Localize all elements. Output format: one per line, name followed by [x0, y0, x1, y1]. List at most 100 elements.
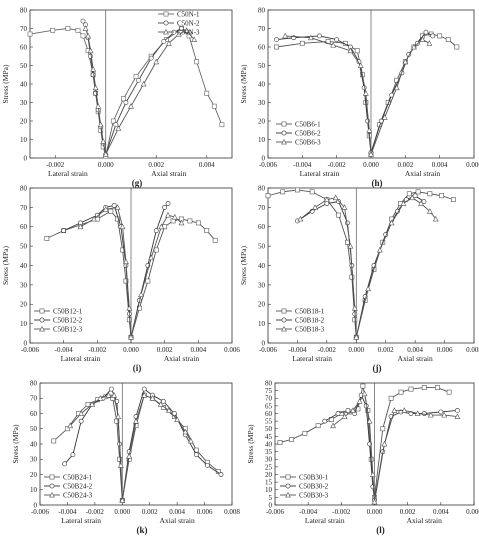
x-axis-label-axial: Axial strain	[164, 354, 199, 363]
data-point	[407, 192, 411, 196]
legend-label: C50B24-2	[63, 483, 93, 491]
y-tick-label: 80	[258, 184, 266, 192]
data-point	[154, 248, 158, 252]
data-point	[161, 399, 165, 403]
y-tick-label: 40	[30, 440, 38, 448]
data-point	[98, 122, 103, 127]
legend-marker	[282, 318, 286, 322]
x-tick-label: 0.004	[199, 161, 215, 169]
x-tick-label: -0.002	[46, 161, 65, 169]
y-tick-label: 70	[30, 395, 38, 403]
y-tick-label: 50	[30, 425, 38, 433]
data-point	[278, 440, 282, 444]
legend-label: C50B30-3	[299, 492, 329, 500]
data-point	[114, 123, 118, 127]
data-point	[121, 97, 125, 101]
x-axis-label-axial: Axial strain	[160, 516, 195, 525]
data-point	[316, 424, 320, 428]
x-tick-label: -0.004	[288, 346, 307, 354]
x-tick-label: 0.002	[378, 346, 394, 354]
x-tick-label: -0.002	[328, 161, 347, 169]
legend-label: C50B30-1	[299, 474, 329, 482]
legend: C50B30-1C50B30-2C50B30-3	[280, 474, 329, 500]
y-tick-label: 20	[265, 471, 273, 479]
data-point	[300, 41, 304, 45]
data-point	[129, 104, 134, 109]
x-tick-label: 0.004	[169, 508, 185, 516]
legend-label: C50B6-1	[295, 121, 321, 129]
y-tick-label: 40	[258, 262, 266, 270]
legend: C50B6-1C50B6-2C50B6-3	[276, 121, 321, 147]
x-tick-label: 0.000	[114, 508, 130, 516]
data-point	[435, 385, 439, 389]
data-point	[455, 45, 459, 49]
y-tick-label: 0	[262, 339, 266, 347]
x-tick-label: -0.004	[293, 161, 312, 169]
y-tick-label: 25	[265, 463, 273, 471]
series-C50N-3	[83, 26, 196, 156]
x-tick-label: -0.002	[318, 346, 337, 354]
x-tick-label: 0.006	[466, 508, 479, 516]
panel-label: (k)	[137, 525, 148, 535]
y-tick-label: 55	[265, 418, 273, 426]
data-point	[136, 78, 140, 82]
x-tick-label: -0.002	[88, 346, 107, 354]
data-point	[422, 411, 426, 415]
x-tick-label: 0.004	[432, 161, 448, 169]
chart-panel-4: -0.006 -0.004 -0.002 0.000 0.002 0.004 0.006 0.…	[239, 184, 479, 373]
x-tick-label: 0.002	[400, 508, 416, 516]
x-tick-label: -0.004	[55, 346, 74, 354]
y-tick-label: 70	[258, 25, 266, 33]
data-point	[134, 75, 138, 79]
data-point	[141, 82, 146, 87]
y-tick-label: 30	[20, 99, 28, 107]
y-tick-label: 10	[265, 486, 273, 494]
data-point	[313, 205, 318, 210]
data-point	[79, 419, 83, 423]
y-tick-label: 10	[20, 320, 28, 328]
data-point	[350, 275, 354, 279]
data-point	[325, 201, 329, 205]
data-point	[162, 39, 166, 43]
data-point	[361, 384, 365, 388]
legend-marker	[164, 12, 168, 16]
data-point	[213, 238, 217, 242]
data-point	[212, 104, 216, 108]
data-point	[109, 209, 113, 213]
y-axis-label: Stress (MPa)	[246, 424, 255, 463]
y-tick-label: 50	[20, 243, 28, 251]
plot-frame	[30, 10, 232, 158]
data-point	[188, 219, 192, 223]
data-point	[455, 408, 459, 412]
x-tick-label: 0.006	[197, 508, 213, 516]
legend-label: C50B6-3	[295, 139, 321, 147]
y-tick-label: 15	[265, 479, 273, 487]
legend-label: C50B30-2	[299, 483, 329, 491]
chart-panel-3: -0.006 -0.004 -0.002 0.000 0.002 0.004 0.006 0 1…	[1, 184, 240, 373]
data-point	[86, 402, 90, 406]
y-tick-label: 50	[265, 425, 273, 433]
data-point	[116, 414, 121, 419]
y-tick-label: 40	[20, 80, 28, 88]
data-point	[335, 38, 339, 42]
data-point	[93, 85, 98, 90]
x-tick-label: 0.002	[142, 508, 158, 516]
data-point	[124, 100, 128, 104]
data-point	[317, 34, 321, 38]
data-point	[323, 419, 327, 423]
data-point	[428, 192, 432, 196]
y-tick-label: 20	[20, 301, 28, 309]
y-tick-label: 10	[258, 320, 266, 328]
panel-label: (g)	[132, 178, 143, 188]
y-tick-label: 10	[30, 486, 38, 494]
x-tick-label: -0.004	[299, 508, 318, 516]
x-tick-label: -0.004	[58, 508, 77, 516]
y-tick-label: 60	[30, 410, 38, 418]
x-axis-label-axial: Axial strain	[407, 516, 442, 525]
legend: C50N-1C50N-2C50N-3	[158, 11, 200, 37]
data-point	[337, 213, 341, 217]
data-point	[71, 453, 75, 457]
x-tick-label: 0.004	[407, 346, 423, 354]
